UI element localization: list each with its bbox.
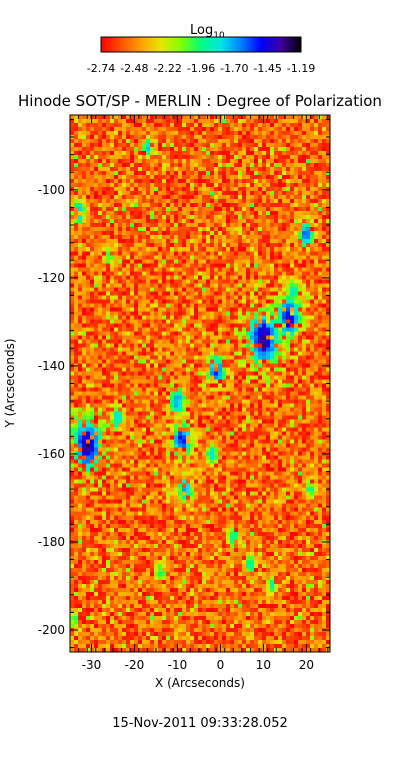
x-tick-label: 10 <box>256 658 271 672</box>
y-tick-label: -120 <box>38 271 65 285</box>
x-tick-label: -30 <box>82 658 102 672</box>
colorbar-tick-label: -1.45 <box>253 62 281 75</box>
y-axis-label: Y (Arcseconds) <box>3 338 17 428</box>
heatmap-image <box>70 115 330 652</box>
colorbar-label: Log10 <box>190 23 225 41</box>
colorbar-tick-label: -2.48 <box>120 62 148 75</box>
colorbar-tick-label: -1.70 <box>220 62 248 75</box>
x-tick-label: 0 <box>217 658 225 672</box>
y-tick-label: -160 <box>38 447 65 461</box>
colorbar: Log10 -2.74 -2.48 -2.22 -1.96 -1.70 -1.45 -1.1… <box>87 23 315 75</box>
colorbar-tick-label: -2.74 <box>87 62 115 75</box>
colorbar-tick-label: -2.22 <box>153 62 181 75</box>
x-axis-label: X (Arcseconds) <box>155 676 245 690</box>
x-tick-label: -20 <box>125 658 145 672</box>
y-tick-label: -180 <box>38 535 65 549</box>
colorbar-tick-label: -1.19 <box>287 62 315 75</box>
y-tick-label: -100 <box>38 183 65 197</box>
y-tick-label: -200 <box>38 623 65 637</box>
timestamp: 15-Nov-2011 09:33:28.052 <box>112 716 288 731</box>
chart-title: Hinode SOT/SP - MERLIN : Degree of Polar… <box>18 92 382 110</box>
heatmap-panel: -30 -20 -10 0 10 20-100-120-140-160-180-200 <box>38 114 331 672</box>
y-tick-label: -140 <box>38 359 65 373</box>
x-tick-label: -10 <box>168 658 188 672</box>
colorbar-tick-label: -1.96 <box>187 62 215 75</box>
colorbar-gradient <box>100 36 302 53</box>
x-tick-label: 20 <box>299 658 314 672</box>
